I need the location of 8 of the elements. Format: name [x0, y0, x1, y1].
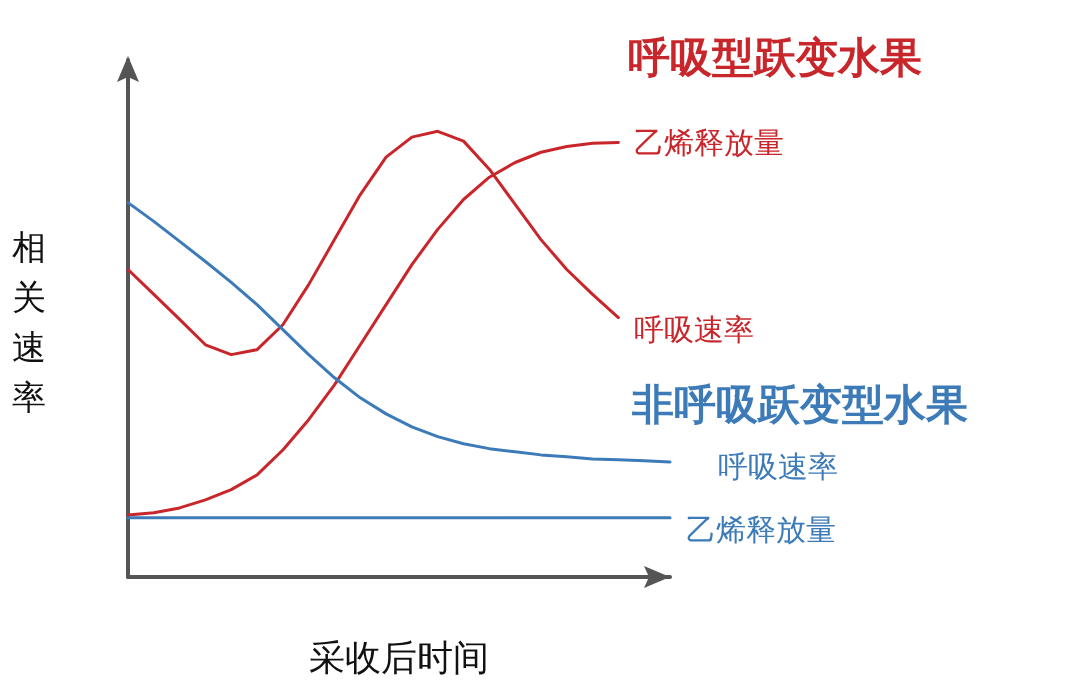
series-label: 乙烯释放量: [634, 124, 785, 160]
series-label: 呼吸速率: [634, 312, 755, 348]
text: 呼吸型跃变水果: [628, 32, 922, 84]
annotation: 非呼吸跃变型水果: [632, 379, 968, 431]
y-axis-title: 相关速率: [12, 226, 47, 419]
series-label: 乙烯释放量: [686, 512, 836, 548]
x-axis-title: 采收后时间: [309, 636, 489, 678]
series-label: 呼吸速率: [718, 448, 838, 484]
